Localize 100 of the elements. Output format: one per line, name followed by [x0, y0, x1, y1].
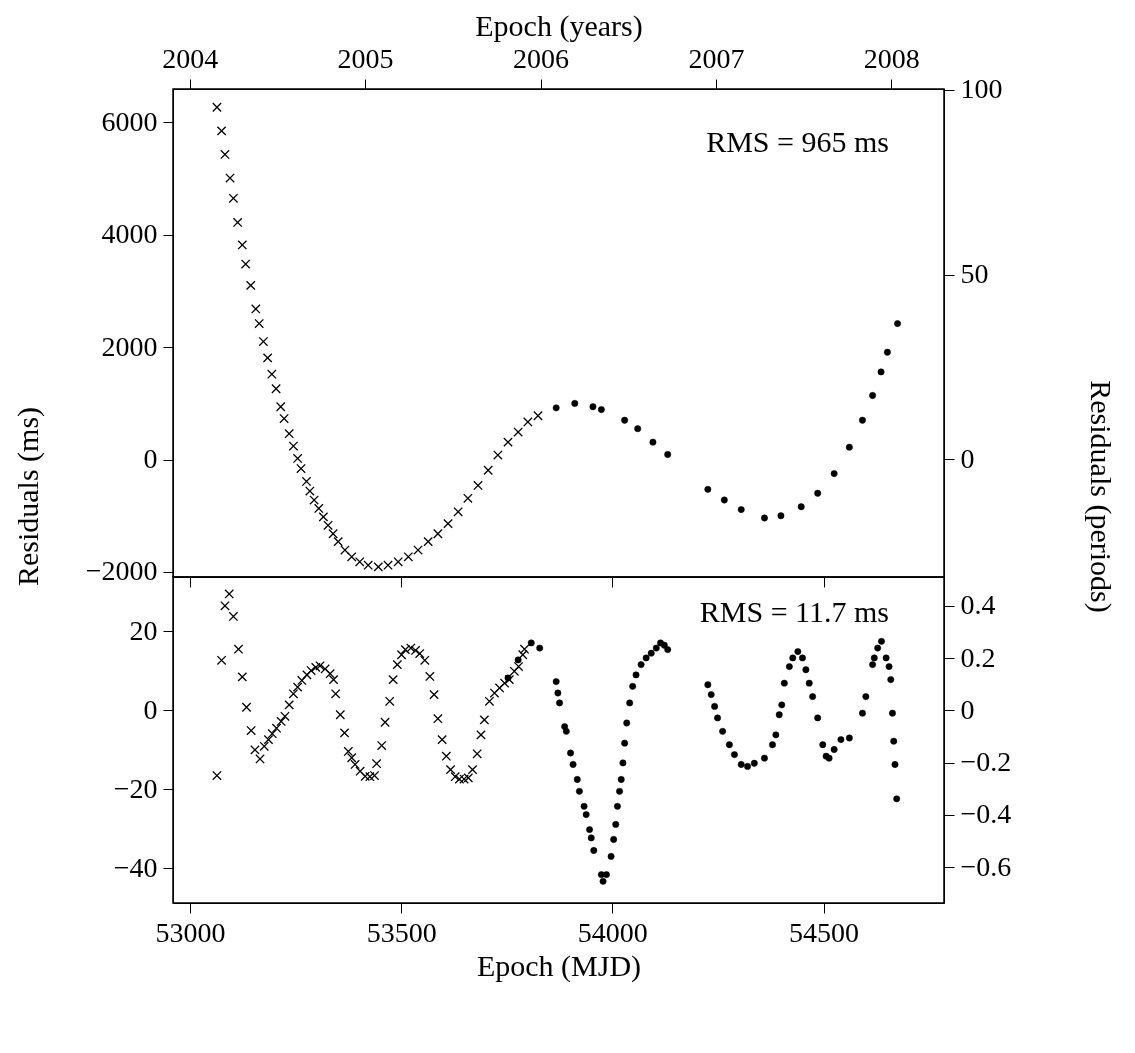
point	[313, 503, 324, 514]
point	[433, 528, 443, 539]
point	[413, 545, 423, 555]
x-tick-label: 53000	[155, 916, 226, 948]
y-tick-label: 20	[129, 614, 158, 646]
point	[346, 551, 357, 562]
y2-tick-label: −0.4	[960, 798, 1012, 830]
point	[473, 480, 483, 491]
annotation: RMS = 11.7 ms	[699, 594, 889, 628]
x2-tick-label: 2004	[162, 42, 219, 74]
point	[228, 193, 239, 204]
point	[513, 427, 523, 437]
y2-tick-label: 0	[960, 693, 975, 725]
x2-axis-title: Epoch (years)	[475, 8, 643, 43]
x2-tick-label: 2007	[688, 42, 745, 74]
point	[237, 240, 248, 250]
point	[318, 512, 329, 522]
point	[423, 536, 433, 547]
point	[393, 557, 404, 567]
y2-axis-title: Residuals (periods)	[1083, 380, 1118, 613]
point	[571, 399, 579, 407]
point	[262, 353, 273, 363]
point	[354, 557, 365, 567]
point	[258, 336, 269, 347]
point	[845, 443, 853, 451]
y2-tick-label: 0.4	[960, 589, 996, 621]
point	[323, 520, 333, 531]
point	[403, 551, 414, 562]
point	[883, 348, 891, 356]
point	[453, 506, 463, 517]
y-tick-label: 0	[143, 443, 158, 475]
point	[597, 406, 605, 413]
point	[254, 318, 265, 329]
point	[634, 425, 642, 433]
x2-tick-label: 2008	[863, 42, 920, 74]
point	[333, 536, 344, 547]
point	[859, 416, 866, 424]
point	[523, 417, 533, 427]
point	[232, 217, 243, 228]
y-tick-label: 0	[143, 693, 158, 725]
point	[340, 545, 350, 555]
y2-tick-label: 50	[960, 258, 989, 290]
point	[250, 304, 261, 314]
point	[589, 403, 597, 411]
point	[483, 465, 493, 476]
point	[830, 470, 838, 478]
point	[704, 485, 712, 493]
x-tick-label: 54000	[577, 916, 648, 948]
point	[284, 428, 295, 439]
point	[761, 514, 768, 522]
x-tick-label: 53500	[366, 916, 437, 948]
point	[216, 126, 227, 136]
point	[621, 416, 629, 424]
point	[814, 489, 822, 497]
point	[493, 450, 503, 460]
point	[296, 463, 306, 474]
y-axis-title: Residuals (ms)	[10, 406, 45, 587]
point	[463, 493, 473, 504]
point	[212, 102, 222, 113]
point	[245, 280, 256, 291]
point	[328, 528, 338, 539]
y2-tick-label: −0.6	[960, 850, 1012, 882]
point	[225, 173, 235, 183]
point	[869, 392, 877, 399]
y-tick-label: 2000	[101, 330, 158, 362]
y-tick-label: 6000	[101, 105, 158, 137]
point	[271, 383, 281, 394]
point	[797, 503, 805, 511]
point	[443, 518, 453, 529]
y2-tick-label: −0.2	[960, 746, 1012, 778]
point	[220, 149, 230, 160]
point	[552, 404, 560, 412]
point	[267, 369, 277, 379]
y-tick-label: −2000	[85, 555, 158, 587]
y2-tick-label: 0.2	[960, 641, 996, 673]
y2-tick-label: 100	[960, 73, 1003, 105]
point	[292, 453, 303, 464]
y2-tick-label: 0	[960, 442, 975, 474]
annotation: RMS = 965 ms	[706, 124, 889, 158]
point	[533, 410, 543, 421]
x-axis-title: Epoch (MJD)	[476, 948, 642, 983]
point	[777, 512, 785, 520]
x2-tick-label: 2006	[513, 42, 570, 74]
y-tick-label: −40	[113, 851, 158, 883]
point	[720, 496, 728, 504]
point	[737, 506, 745, 513]
point	[301, 476, 312, 487]
point	[288, 441, 299, 451]
point	[279, 413, 289, 424]
point	[305, 486, 315, 496]
x-tick-label: 54500	[789, 916, 860, 948]
point	[275, 401, 286, 412]
point	[309, 495, 319, 505]
point	[503, 437, 513, 447]
point	[649, 438, 657, 446]
point	[877, 368, 885, 376]
point	[240, 259, 251, 269]
y-tick-label: −20	[113, 772, 158, 804]
x2-tick-label: 2005	[337, 42, 394, 74]
point	[894, 320, 901, 327]
